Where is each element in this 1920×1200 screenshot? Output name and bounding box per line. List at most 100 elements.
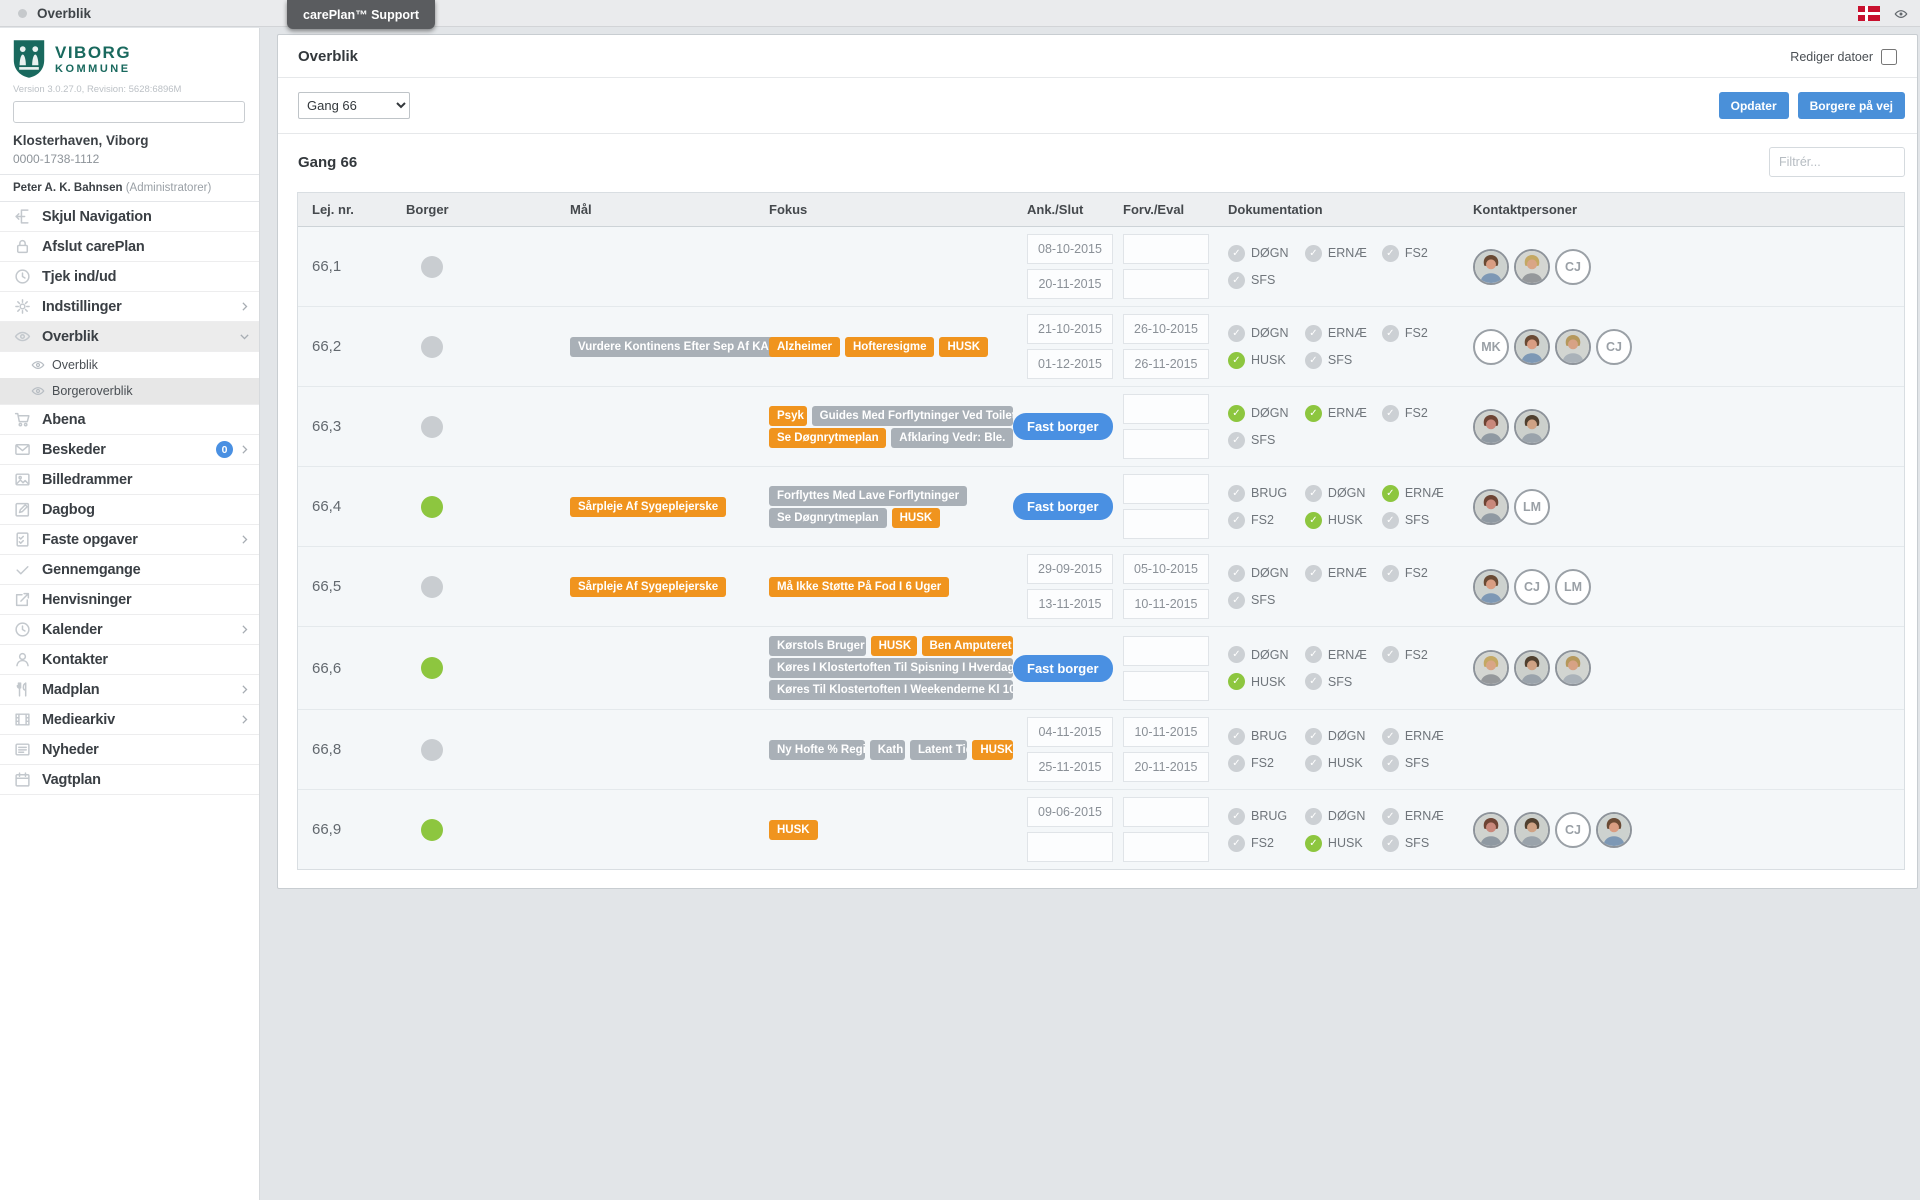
contact-avatar-photo[interactable] <box>1473 811 1509 848</box>
dok-check-icon[interactable]: ✓ <box>1381 484 1399 502</box>
sidebar-item-skjul-navigation[interactable]: Skjul Navigation <box>0 202 259 232</box>
contact-avatar-initials[interactable]: LM <box>1514 488 1550 525</box>
date-box[interactable] <box>1123 394 1209 424</box>
contact-avatar-photo[interactable] <box>1514 328 1550 365</box>
contact-avatar-photo[interactable] <box>1555 328 1591 365</box>
sidebar-subitem-overblik[interactable]: Overblik <box>0 352 259 378</box>
ward-select[interactable]: Gang 66 <box>298 92 410 119</box>
sidebar-item-tjek-ind-ud[interactable]: Tjek ind/ud <box>0 262 259 292</box>
sidebar-item-vagtplan[interactable]: Vagtplan <box>0 765 259 795</box>
sidebar-item-dagbog[interactable]: Dagbog <box>0 495 259 525</box>
flag-icon[interactable] <box>1858 6 1880 21</box>
dok-check-icon[interactable]: ✓ <box>1304 351 1322 369</box>
rediger-datoer-checkbox[interactable] <box>1881 48 1897 65</box>
date-box[interactable]: 21-10-2015 <box>1027 314 1113 344</box>
dok-check-icon[interactable]: ✓ <box>1228 727 1245 745</box>
contact-avatar-initials[interactable]: CJ <box>1514 568 1550 605</box>
date-box[interactable] <box>1123 797 1209 827</box>
date-box[interactable]: 29-09-2015 <box>1027 554 1113 584</box>
sidebar-item-gennemgange[interactable]: Gennemgange <box>0 555 259 585</box>
dok-check-icon[interactable]: ✓ <box>1304 754 1322 772</box>
contact-avatar-photo[interactable] <box>1473 650 1509 686</box>
sidebar-item-nyheder[interactable]: Nyheder <box>0 735 259 765</box>
dok-check-icon[interactable]: ✓ <box>1304 564 1322 582</box>
sidebar-item-faste-opgaver[interactable]: Faste opgaver <box>0 525 259 555</box>
sidebar-search-input[interactable] <box>13 101 245 123</box>
contact-avatar-photo[interactable] <box>1514 248 1550 285</box>
dok-check-icon[interactable]: ✓ <box>1228 754 1245 772</box>
dok-check-icon[interactable]: ✓ <box>1228 484 1245 502</box>
dok-check-icon[interactable]: ✓ <box>1304 673 1322 690</box>
dok-check-icon[interactable]: ✓ <box>1228 807 1245 825</box>
contact-avatar-initials[interactable]: CJ <box>1596 328 1632 365</box>
sidebar-item-overblik[interactable]: Overblik <box>0 322 259 352</box>
dok-check-icon[interactable]: ✓ <box>1228 431 1245 449</box>
dok-check-icon[interactable]: ✓ <box>1228 271 1245 289</box>
date-box[interactable]: 08-10-2015 <box>1027 234 1113 264</box>
dok-check-icon[interactable]: ✓ <box>1228 834 1245 852</box>
date-box[interactable] <box>1027 832 1113 862</box>
dok-check-icon[interactable]: ✓ <box>1304 324 1322 342</box>
dok-check-icon[interactable]: ✓ <box>1228 673 1245 690</box>
borgere-paa-vej-button[interactable]: Borgere på vej <box>1797 92 1905 119</box>
date-box[interactable] <box>1123 635 1209 666</box>
dok-check-icon[interactable]: ✓ <box>1381 324 1399 342</box>
contact-avatar-initials[interactable]: CJ <box>1555 811 1591 848</box>
contact-avatar-photo[interactable] <box>1473 248 1509 285</box>
dok-check-icon[interactable]: ✓ <box>1304 484 1322 502</box>
date-box[interactable]: 09-06-2015 <box>1027 797 1113 827</box>
contact-avatar-photo[interactable] <box>1514 811 1550 848</box>
sidebar-item-kalender[interactable]: Kalender <box>0 615 259 645</box>
contact-avatar-photo[interactable] <box>1514 650 1550 686</box>
date-box[interactable]: 20-11-2015 <box>1027 269 1113 299</box>
dok-check-icon[interactable]: ✓ <box>1228 324 1245 342</box>
date-box[interactable]: 20-11-2015 <box>1123 752 1209 782</box>
dok-check-icon[interactable]: ✓ <box>1228 591 1245 609</box>
dok-check-icon[interactable]: ✓ <box>1381 754 1399 772</box>
date-box[interactable]: 10-11-2015 <box>1123 589 1209 619</box>
date-box[interactable] <box>1123 670 1209 701</box>
date-box[interactable] <box>1123 832 1209 862</box>
dok-check-icon[interactable]: ✓ <box>1381 646 1399 663</box>
contact-avatar-initials[interactable]: CJ <box>1555 248 1591 285</box>
date-box[interactable] <box>1123 234 1209 264</box>
dok-check-icon[interactable]: ✓ <box>1304 511 1322 529</box>
dok-check-icon[interactable]: ✓ <box>1304 404 1322 422</box>
dok-check-icon[interactable]: ✓ <box>1381 564 1399 582</box>
date-box[interactable]: 04-11-2015 <box>1027 717 1113 747</box>
dok-check-icon[interactable]: ✓ <box>1381 244 1399 262</box>
sidebar-item-billedrammer[interactable]: Billedrammer <box>0 465 259 495</box>
opdater-button[interactable]: Opdater <box>1718 92 1789 119</box>
date-box[interactable] <box>1123 269 1209 299</box>
contact-avatar-initials[interactable]: LM <box>1555 568 1591 605</box>
contact-avatar-photo[interactable] <box>1473 568 1509 605</box>
sidebar-item-abena[interactable]: Abena <box>0 405 259 435</box>
date-box[interactable] <box>1123 509 1209 539</box>
date-box[interactable]: 13-11-2015 <box>1027 589 1113 619</box>
filter-input[interactable] <box>1769 147 1905 177</box>
sidebar-item-henvisninger[interactable]: Henvisninger <box>0 585 259 615</box>
dok-check-icon[interactable]: ✓ <box>1228 564 1245 582</box>
dok-check-icon[interactable]: ✓ <box>1304 646 1322 663</box>
date-box[interactable]: 25-11-2015 <box>1027 752 1113 782</box>
date-box[interactable]: 26-10-2015 <box>1123 314 1209 344</box>
dok-check-icon[interactable]: ✓ <box>1381 807 1399 825</box>
sidebar-item-afslut-careplan[interactable]: Afslut carePlan <box>0 232 259 262</box>
date-box[interactable]: 01-12-2015 <box>1027 349 1113 379</box>
dok-check-icon[interactable]: ✓ <box>1381 727 1399 745</box>
sidebar-item-beskeder[interactable]: Beskeder 0 <box>0 435 259 465</box>
dok-check-icon[interactable]: ✓ <box>1304 807 1322 825</box>
contact-avatar-photo[interactable] <box>1596 811 1632 848</box>
date-box[interactable] <box>1123 474 1209 504</box>
dok-check-icon[interactable]: ✓ <box>1304 727 1322 745</box>
dok-check-icon[interactable]: ✓ <box>1381 834 1399 852</box>
dok-check-icon[interactable]: ✓ <box>1228 404 1245 422</box>
contact-avatar-photo[interactable] <box>1473 488 1509 525</box>
eye-icon[interactable] <box>1892 7 1910 21</box>
date-box[interactable] <box>1123 429 1209 459</box>
dok-check-icon[interactable]: ✓ <box>1381 404 1399 422</box>
contact-avatar-initials[interactable]: MK <box>1473 328 1509 365</box>
dok-check-icon[interactable]: ✓ <box>1381 511 1399 529</box>
contact-avatar-photo[interactable] <box>1555 650 1591 686</box>
sidebar-item-mediearkiv[interactable]: Mediearkiv <box>0 705 259 735</box>
